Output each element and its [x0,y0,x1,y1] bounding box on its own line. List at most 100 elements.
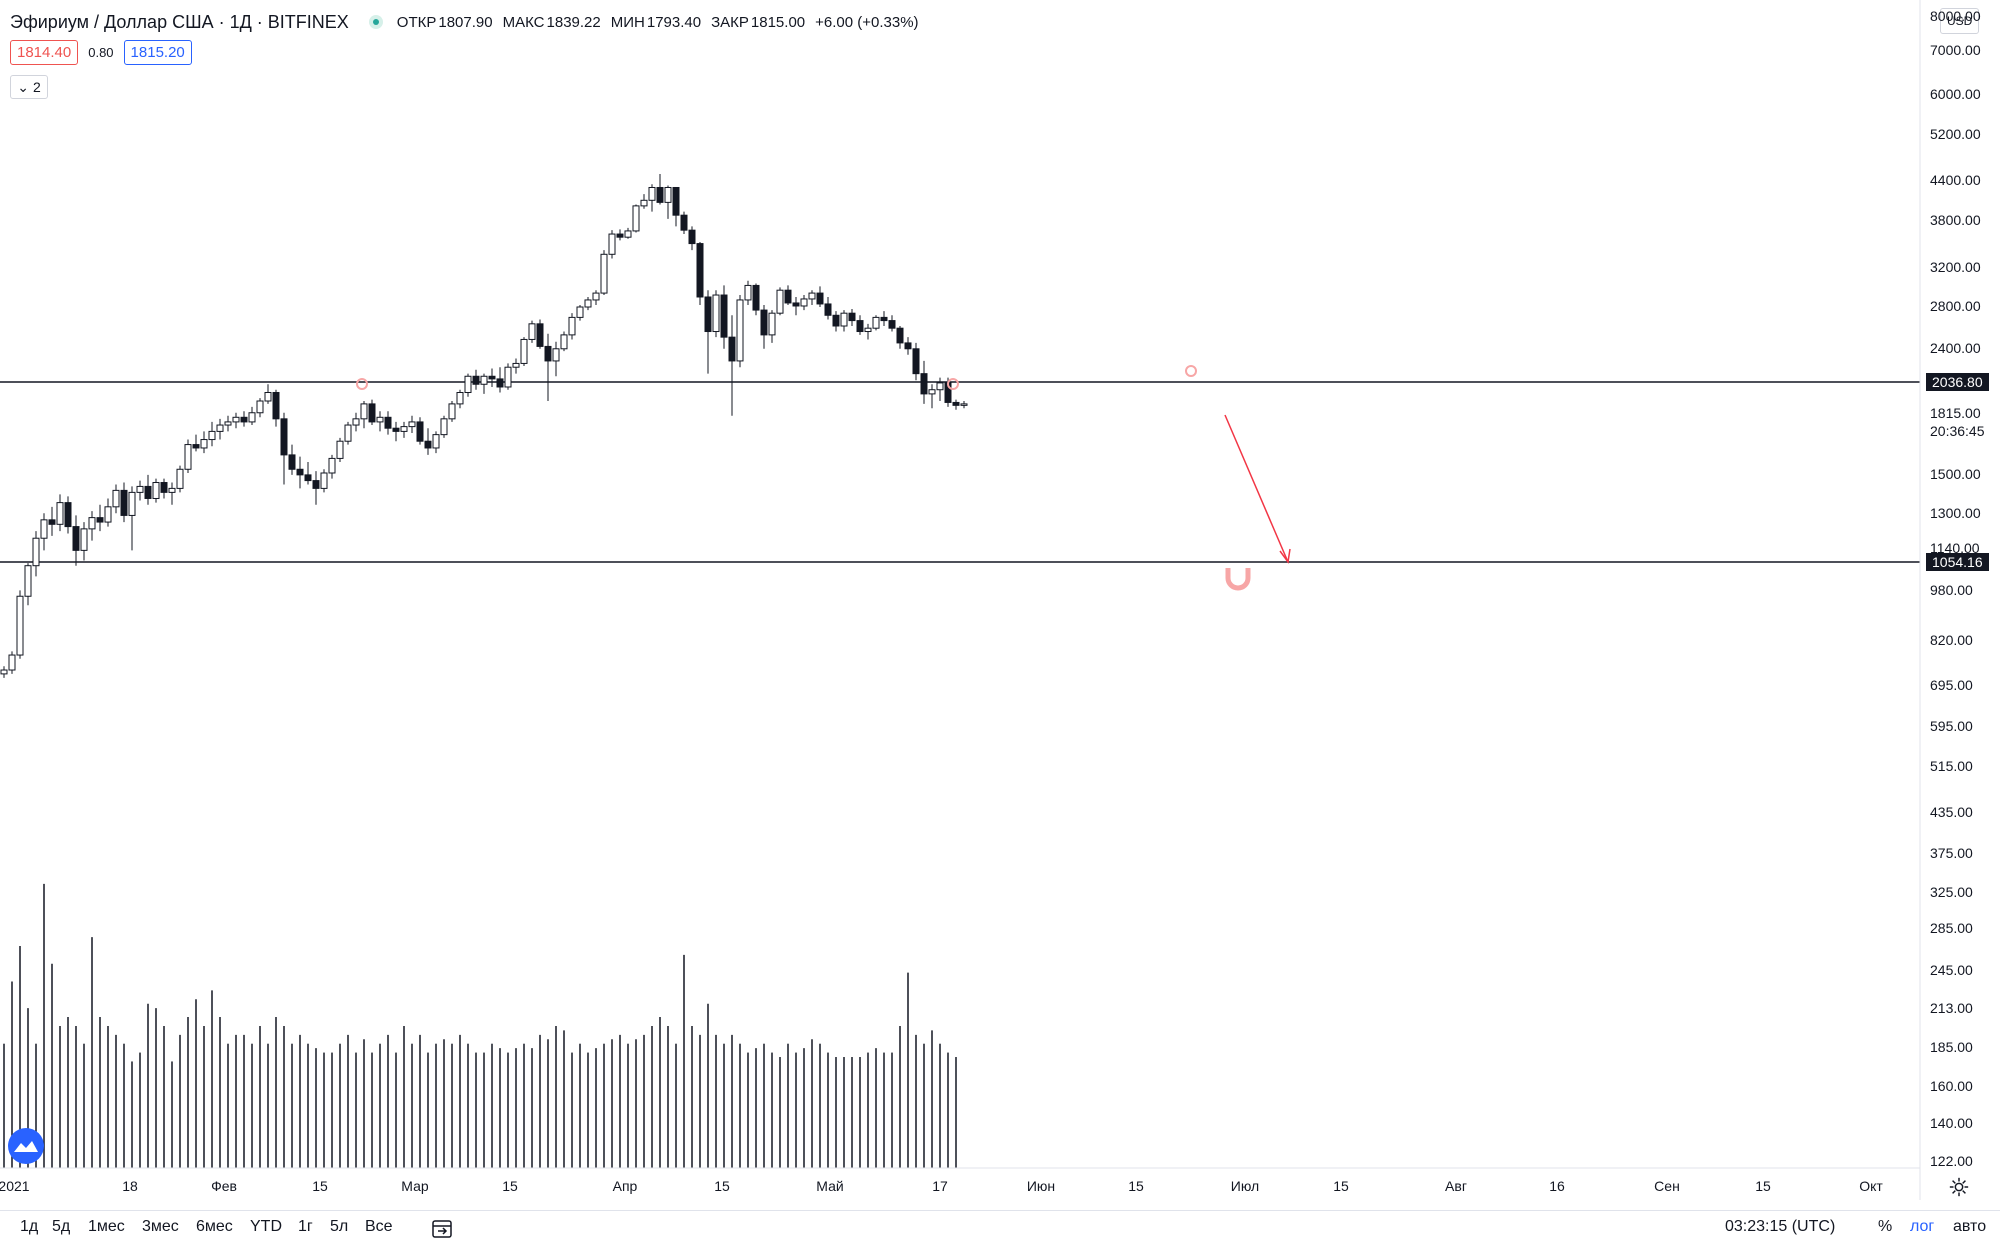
candle[interactable] [840,310,848,332]
candle[interactable] [448,401,456,422]
candle[interactable] [368,399,376,426]
candle[interactable] [600,250,608,296]
candle[interactable] [40,513,48,551]
clock-label[interactable]: 03:23:15 (UTC) [1725,1218,1836,1235]
candle[interactable] [752,283,760,316]
candle[interactable] [0,666,8,678]
candle[interactable] [776,287,784,316]
candle[interactable] [768,310,776,343]
candle[interactable] [616,229,624,241]
candle[interactable] [536,319,544,349]
candle[interactable] [552,341,560,377]
candle[interactable] [864,323,872,340]
candle[interactable] [176,465,184,493]
candle[interactable] [72,515,80,566]
candle[interactable] [496,367,504,393]
candle[interactable] [184,439,192,473]
candle[interactable] [672,186,680,227]
symbol-title[interactable]: Эфириум / Доллар США · 1Д · BITFINEX [10,11,349,32]
marker-circle[interactable] [356,378,368,390]
range-button[interactable]: 6мес [196,1218,233,1235]
candle[interactable] [720,285,728,349]
candle[interactable] [96,504,104,532]
candle[interactable] [112,484,120,514]
candle[interactable] [16,590,24,659]
candle[interactable] [960,401,968,409]
candle[interactable] [792,296,800,316]
candle[interactable] [312,471,320,505]
candle[interactable] [120,482,128,523]
candle[interactable] [344,421,352,445]
candle[interactable] [392,421,400,442]
candle[interactable] [32,531,40,577]
candle[interactable] [696,241,704,305]
candle[interactable] [824,296,832,320]
range-button[interactable]: YTD [250,1218,282,1235]
candle[interactable] [904,337,912,355]
candle[interactable] [632,204,640,233]
marker-circle[interactable] [947,378,959,390]
magnet-icon[interactable] [1225,568,1251,591]
percent-toggle[interactable]: % [1878,1218,1893,1235]
tradingview-logo-icon[interactable] [8,1128,44,1164]
range-button[interactable]: 1г [298,1218,313,1235]
candle[interactable] [584,296,592,311]
candle[interactable] [528,320,536,343]
range-button[interactable]: 5л [330,1218,349,1235]
candle[interactable] [728,315,736,416]
candle[interactable] [64,496,72,534]
candle[interactable] [264,384,272,404]
candle[interactable] [504,363,512,390]
candle[interactable] [712,290,720,338]
range-button[interactable]: 3мес [142,1218,179,1235]
candle[interactable] [784,285,792,305]
range-button[interactable]: 1мес [88,1218,125,1235]
candle[interactable] [472,369,480,390]
candle[interactable] [608,230,616,259]
candle[interactable] [160,478,168,499]
candle[interactable] [408,415,416,434]
candle[interactable] [296,456,304,489]
candle[interactable] [288,444,296,475]
candle[interactable] [136,480,144,501]
candle[interactable] [744,280,752,305]
candle[interactable] [704,290,712,374]
candle[interactable] [928,384,936,409]
candle[interactable] [248,406,256,426]
candle[interactable] [272,389,280,427]
candle[interactable] [432,431,440,454]
market-status-icon[interactable] [368,15,383,29]
candle[interactable] [592,290,600,305]
candle[interactable] [88,511,96,541]
candle[interactable] [280,412,288,485]
date-range-icon[interactable] [430,1218,454,1240]
auto-toggle[interactable]: авто [1953,1218,1987,1235]
candle[interactable] [256,398,264,418]
candle[interactable] [624,227,632,239]
candle[interactable] [304,461,312,485]
candle[interactable] [872,315,880,331]
candle[interactable] [648,184,656,212]
candle[interactable] [808,290,816,305]
candle[interactable] [424,428,432,455]
candle[interactable] [920,360,928,404]
candle[interactable] [544,333,552,402]
candle[interactable] [376,411,384,432]
candle[interactable] [936,377,944,402]
candle[interactable] [576,304,584,321]
candle[interactable] [320,469,328,493]
candle[interactable] [816,286,824,307]
candle[interactable] [688,226,696,251]
candle[interactable] [232,412,240,429]
candle[interactable] [680,211,688,235]
candle[interactable] [888,315,896,332]
candle[interactable] [480,373,488,394]
candle[interactable] [568,313,576,340]
candle[interactable] [24,563,32,606]
candle[interactable] [328,454,336,479]
candle[interactable] [144,474,152,505]
candle[interactable] [800,295,808,311]
indicators-collapse-button[interactable]: ⌄ 2 [10,75,48,99]
candle[interactable] [856,315,864,335]
